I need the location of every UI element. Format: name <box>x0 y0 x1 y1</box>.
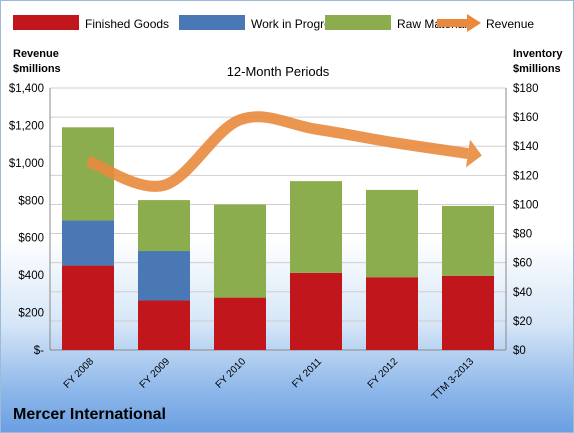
right-tick-label: $180 <box>513 83 539 95</box>
right-axis-unit: $millions <box>513 63 561 75</box>
left-tick-label: $400 <box>18 270 44 282</box>
bar-work-in-progress <box>138 251 190 301</box>
right-tick-label: $60 <box>513 258 532 270</box>
x-tick-label: FY 2009 <box>138 356 173 391</box>
legend-swatch-finished-goods <box>13 15 79 30</box>
left-tick-label: $- <box>34 345 44 357</box>
right-tick-label: $160 <box>513 112 539 124</box>
bar-raw-materials <box>290 181 342 273</box>
bar-finished-goods <box>442 275 494 350</box>
right-axis-title: Inventory <box>513 48 563 60</box>
x-tick-label: FY 2010 <box>214 356 249 391</box>
right-tick-label: $100 <box>513 199 539 211</box>
revenue-arrowhead <box>465 139 482 168</box>
bar-finished-goods <box>62 265 114 350</box>
legend-swatch-raw-materials <box>325 15 391 30</box>
left-axis-unit: $millions <box>13 63 61 75</box>
bar-finished-goods <box>366 277 418 350</box>
company-name: Mercer International <box>13 406 166 423</box>
bar-raw-materials <box>366 189 418 278</box>
left-tick-label: $600 <box>18 233 44 245</box>
left-tick-label: $1,000 <box>9 158 44 170</box>
legend-arrowhead-revenue <box>467 14 481 32</box>
left-tick-label: $800 <box>18 195 44 207</box>
bar-finished-goods <box>138 300 190 350</box>
revenue-line <box>85 111 469 192</box>
left-tick-label: $200 <box>18 308 44 320</box>
bar-finished-goods <box>290 272 342 350</box>
right-tick-label: $40 <box>513 287 532 299</box>
legend-label-work-in-progress: Work in Progress <box>251 17 343 31</box>
left-tick-label: $1,200 <box>9 120 44 132</box>
right-tick-label: $140 <box>513 141 539 153</box>
legend-label-revenue: Revenue <box>486 17 534 31</box>
right-tick-label: $80 <box>513 229 532 241</box>
right-tick-label: $0 <box>513 345 526 357</box>
bar-finished-goods <box>214 297 266 350</box>
x-tick-label: FY 2012 <box>366 356 401 391</box>
left-tick-label: $1,400 <box>9 83 44 95</box>
legend-label-finished-goods: Finished Goods <box>85 17 169 31</box>
bar-work-in-progress <box>62 220 114 266</box>
x-tick-label: FY 2011 <box>290 356 324 390</box>
bar-raw-materials <box>138 200 190 252</box>
left-axis-title: Revenue <box>13 48 59 60</box>
legend-swatch-work-in-progress <box>179 15 245 30</box>
right-tick-label: $20 <box>513 316 532 328</box>
x-tick-label: FY 2008 <box>62 356 97 391</box>
chart-title: 12-Month Periods <box>227 64 330 79</box>
right-tick-label: $120 <box>513 170 539 182</box>
bar-raw-materials <box>442 205 494 276</box>
bar-raw-materials <box>214 204 266 298</box>
x-tick-label: TTM 3-2013 <box>430 356 477 403</box>
